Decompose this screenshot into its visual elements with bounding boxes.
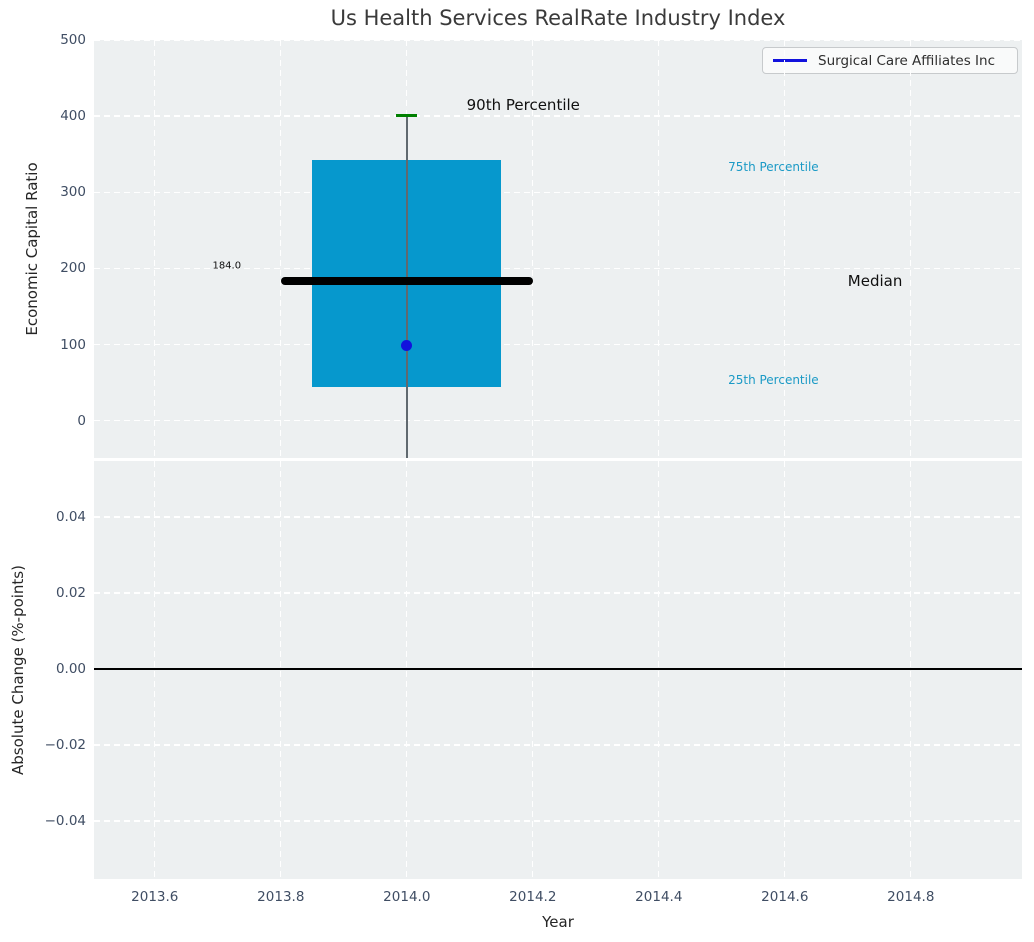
legend-label: Surgical Care Affiliates Inc xyxy=(818,52,995,69)
boxplot-median-line xyxy=(280,276,533,285)
y-axis-label-bottom: Absolute Change (%-points) xyxy=(9,565,27,775)
axes-economic-capital-ratio xyxy=(94,40,1022,458)
x-tick-label: 2014.6 xyxy=(761,889,809,905)
x-tick-label: 2014.8 xyxy=(887,889,935,905)
v-gridline xyxy=(406,461,408,879)
x-axis-label: Year xyxy=(542,913,574,931)
zero-line xyxy=(94,668,1022,670)
x-tick-label: 2013.6 xyxy=(131,889,179,905)
h-gridline xyxy=(94,343,1022,346)
h-gridline xyxy=(94,516,1022,518)
y-tick-label: −0.04 xyxy=(44,812,86,829)
company-data-point xyxy=(401,339,413,351)
y-tick-label: 0.02 xyxy=(55,584,86,601)
y-tick-label: 500 xyxy=(60,32,86,48)
annotation: 184.0 xyxy=(212,260,242,272)
v-gridline xyxy=(154,461,156,879)
y-tick-label: 0 xyxy=(77,412,86,429)
h-gridline xyxy=(94,267,1022,270)
v-gridline xyxy=(154,40,156,458)
boxplot-whisker xyxy=(405,115,408,458)
axes-absolute-change xyxy=(94,461,1022,879)
h-gridline xyxy=(94,39,1022,41)
v-gridline xyxy=(910,40,912,458)
v-gridline xyxy=(658,40,660,458)
boxplot-90th-percentile-cap xyxy=(396,113,418,118)
h-gridline xyxy=(94,744,1022,746)
annotation: Median xyxy=(847,271,903,290)
y-tick-label: 200 xyxy=(60,260,86,277)
y-tick-label: 300 xyxy=(60,184,86,201)
v-gridline xyxy=(784,40,786,458)
h-gridline xyxy=(94,820,1022,822)
annotation: 90th Percentile xyxy=(466,96,580,115)
y-tick-label: 0.04 xyxy=(55,508,86,525)
h-gridline xyxy=(94,115,1022,117)
legend-line-sample xyxy=(773,59,807,62)
h-gridline xyxy=(94,592,1022,594)
v-gridline xyxy=(532,461,534,879)
h-gridline xyxy=(94,191,1022,193)
h-gridline xyxy=(94,419,1022,422)
v-gridline xyxy=(280,461,282,879)
annotation: 25th Percentile xyxy=(728,373,819,388)
x-tick-label: 2014.0 xyxy=(383,889,431,905)
v-gridline xyxy=(658,461,660,879)
x-tick-label: 2014.2 xyxy=(509,889,557,905)
y-tick-label: 400 xyxy=(60,108,86,125)
v-gridline xyxy=(910,461,912,879)
chart-title: Us Health Services RealRate Industry Ind… xyxy=(330,6,786,30)
y-tick-label: 100 xyxy=(60,336,86,353)
x-tick-label: 2014.4 xyxy=(635,889,683,905)
y-tick-label: 0.00 xyxy=(55,660,86,677)
v-gridline xyxy=(784,461,786,879)
legend: Surgical Care Affiliates Inc xyxy=(762,47,1018,74)
y-tick-label: −0.02 xyxy=(44,736,86,753)
x-tick-label: 2013.8 xyxy=(257,889,305,905)
v-gridline xyxy=(280,40,282,458)
annotation: 75th Percentile xyxy=(728,160,819,175)
v-gridline xyxy=(532,40,534,458)
